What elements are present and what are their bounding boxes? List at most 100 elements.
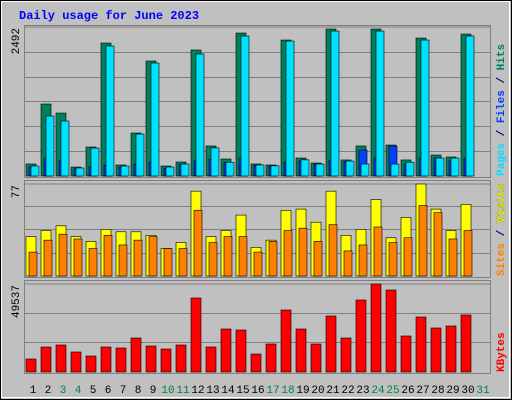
bar [343, 250, 353, 277]
bar [345, 160, 355, 177]
bar [205, 346, 217, 373]
chart-title: Daily usage for June 2023 [19, 9, 199, 23]
bar [238, 236, 248, 277]
bar [43, 239, 53, 277]
y-tick-label: 49537 [11, 285, 23, 318]
bar [130, 337, 142, 373]
legend-entry: Visits [496, 184, 508, 224]
x-tick-label: 30 [461, 385, 474, 397]
bar [25, 358, 37, 373]
bar [385, 289, 397, 373]
bar [235, 329, 247, 373]
bar [330, 30, 340, 177]
bar [265, 343, 277, 373]
x-tick-label: 8 [135, 385, 142, 397]
bar [253, 251, 263, 277]
x-tick-label: 25 [386, 385, 399, 397]
legend-entry: KBytes [496, 332, 508, 372]
bar [220, 328, 232, 373]
bar [28, 251, 38, 277]
bar [145, 345, 157, 373]
x-tick-label: 16 [251, 385, 264, 397]
bar [280, 309, 292, 373]
bar [315, 163, 325, 177]
x-tick-label: 5 [90, 385, 97, 397]
bar [340, 337, 352, 373]
x-tick-label: 14 [221, 385, 235, 397]
x-tick-label: 18 [281, 385, 294, 397]
y-tick-label: 2492 [11, 28, 23, 54]
bar [178, 248, 188, 277]
bar [358, 244, 368, 277]
bar [403, 237, 413, 277]
bar [325, 315, 337, 373]
y-tick-label: 77 [11, 185, 23, 198]
bar [405, 161, 415, 177]
x-tick-label: 22 [341, 385, 354, 397]
bar [165, 166, 175, 177]
x-tick-label: 2 [45, 385, 52, 397]
legend-separator: / [496, 70, 508, 90]
bar [75, 167, 85, 177]
x-tick-label: 29 [446, 385, 459, 397]
bar [370, 283, 382, 373]
x-tick-label: 26 [401, 385, 414, 397]
bar [313, 241, 323, 277]
bar [435, 157, 445, 177]
bar [360, 163, 370, 177]
legend-separator: / [496, 123, 508, 143]
bar [430, 327, 442, 373]
bar [298, 227, 308, 277]
legend: KBytes [496, 332, 508, 372]
bar [135, 133, 145, 177]
bar [70, 351, 82, 373]
bar [163, 248, 173, 277]
bar [190, 297, 202, 373]
bar [223, 236, 233, 277]
x-tick-label: 13 [206, 385, 219, 397]
bar [30, 165, 40, 177]
bar [193, 209, 203, 277]
bar [150, 62, 160, 177]
x-tick-label: 6 [105, 385, 112, 397]
bar [73, 238, 83, 277]
bar [55, 344, 67, 373]
bar [460, 314, 472, 373]
x-tick-label: 12 [191, 385, 204, 397]
bar [420, 39, 430, 177]
bar [295, 328, 307, 373]
legend-separator: / [496, 223, 508, 243]
bar [118, 244, 128, 277]
bar [268, 241, 278, 277]
bar [115, 347, 127, 373]
bar [418, 205, 428, 277]
bar [270, 165, 280, 177]
bar [120, 165, 130, 177]
bar [300, 159, 310, 177]
bar [85, 355, 97, 373]
bar [240, 35, 250, 177]
bar [450, 157, 460, 177]
legend: Sites / Visits [496, 184, 508, 276]
x-tick-label: 15 [236, 385, 249, 397]
bar [210, 147, 220, 177]
bar [105, 45, 115, 177]
bar [415, 316, 427, 373]
x-tick-label: 24 [371, 385, 385, 397]
bar [373, 226, 383, 277]
bar [355, 299, 367, 373]
bar [448, 238, 458, 277]
bar [225, 161, 235, 177]
bar [103, 235, 113, 277]
bar [390, 163, 400, 177]
bar [463, 230, 473, 277]
bar [250, 353, 262, 373]
x-tick-label: 20 [311, 385, 324, 397]
x-tick-label: 9 [150, 385, 157, 397]
bar [465, 35, 475, 177]
x-tick-label: 4 [75, 385, 82, 397]
x-tick-label: 17 [266, 385, 279, 397]
bar [283, 230, 293, 277]
